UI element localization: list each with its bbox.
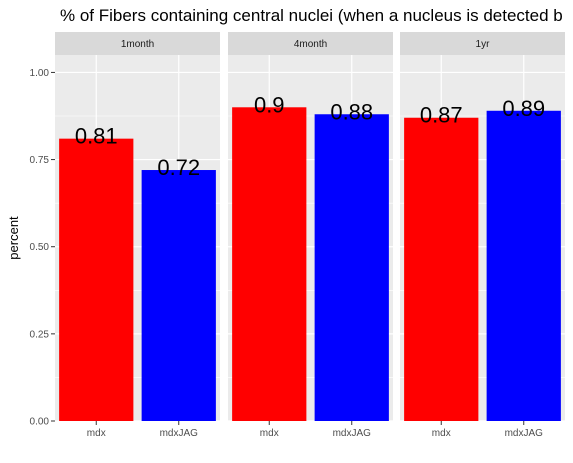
x-tick-label: mdxJAG: [160, 428, 199, 439]
bar-4month-mdxJAG: [314, 114, 389, 421]
chart-title: % of Fibers containing central nuclei (w…: [60, 6, 563, 25]
facet-panels: 1month 0.81 mdx 0.72 mdxJAG 4month 0.9 mdx 0.88 m…: [55, 32, 565, 439]
facet-panel-1yr: 1yr 0.87 mdx 0.89 mdxJAG: [400, 32, 565, 439]
x-tick-label: mdx: [87, 428, 106, 439]
data-label: 0.72: [157, 155, 200, 180]
y-tick-label: 0.25: [30, 329, 50, 340]
x-tick-label: mdx: [260, 428, 279, 439]
y-tick-label: 1.00: [30, 68, 50, 79]
data-label: 0.89: [502, 96, 545, 121]
facet-strip-label: 1yr: [476, 39, 491, 50]
data-label: 0.88: [330, 99, 373, 124]
x-tick-label: mdxJAG: [505, 428, 544, 439]
y-tick-label: 0.00: [30, 417, 50, 428]
x-tick-label: mdx: [432, 428, 451, 439]
y-axis-label: percent: [6, 216, 21, 260]
data-label: 0.87: [420, 103, 463, 128]
facet-panel-1month: 1month 0.81 mdx 0.72 mdxJAG: [55, 32, 220, 439]
bar-1month-mdx: [59, 138, 134, 421]
bar-1yr-mdxJAG: [486, 110, 561, 422]
data-label: 0.81: [75, 124, 118, 149]
facet-strip: [228, 32, 393, 55]
bar-1yr-mdx: [404, 117, 479, 421]
bar-4month-mdx: [232, 107, 307, 422]
y-tick-label: 0.50: [30, 242, 50, 253]
data-label: 0.9: [254, 92, 285, 117]
x-tick-label: mdxJAG: [333, 428, 372, 439]
facet-strip-label: 4month: [294, 39, 327, 50]
facet-strip-label: 1month: [121, 39, 154, 50]
facet-strip: [400, 32, 565, 55]
y-tick-label: 0.75: [30, 155, 50, 166]
bar-1month-mdxJAG: [141, 170, 216, 421]
facet-panel-4month: 4month 0.9 mdx 0.88 mdxJAG: [228, 32, 393, 439]
facet-strip: [55, 32, 220, 55]
y-axis-ticks: 0.00 0.25 0.50 0.75 1.00: [30, 68, 55, 428]
